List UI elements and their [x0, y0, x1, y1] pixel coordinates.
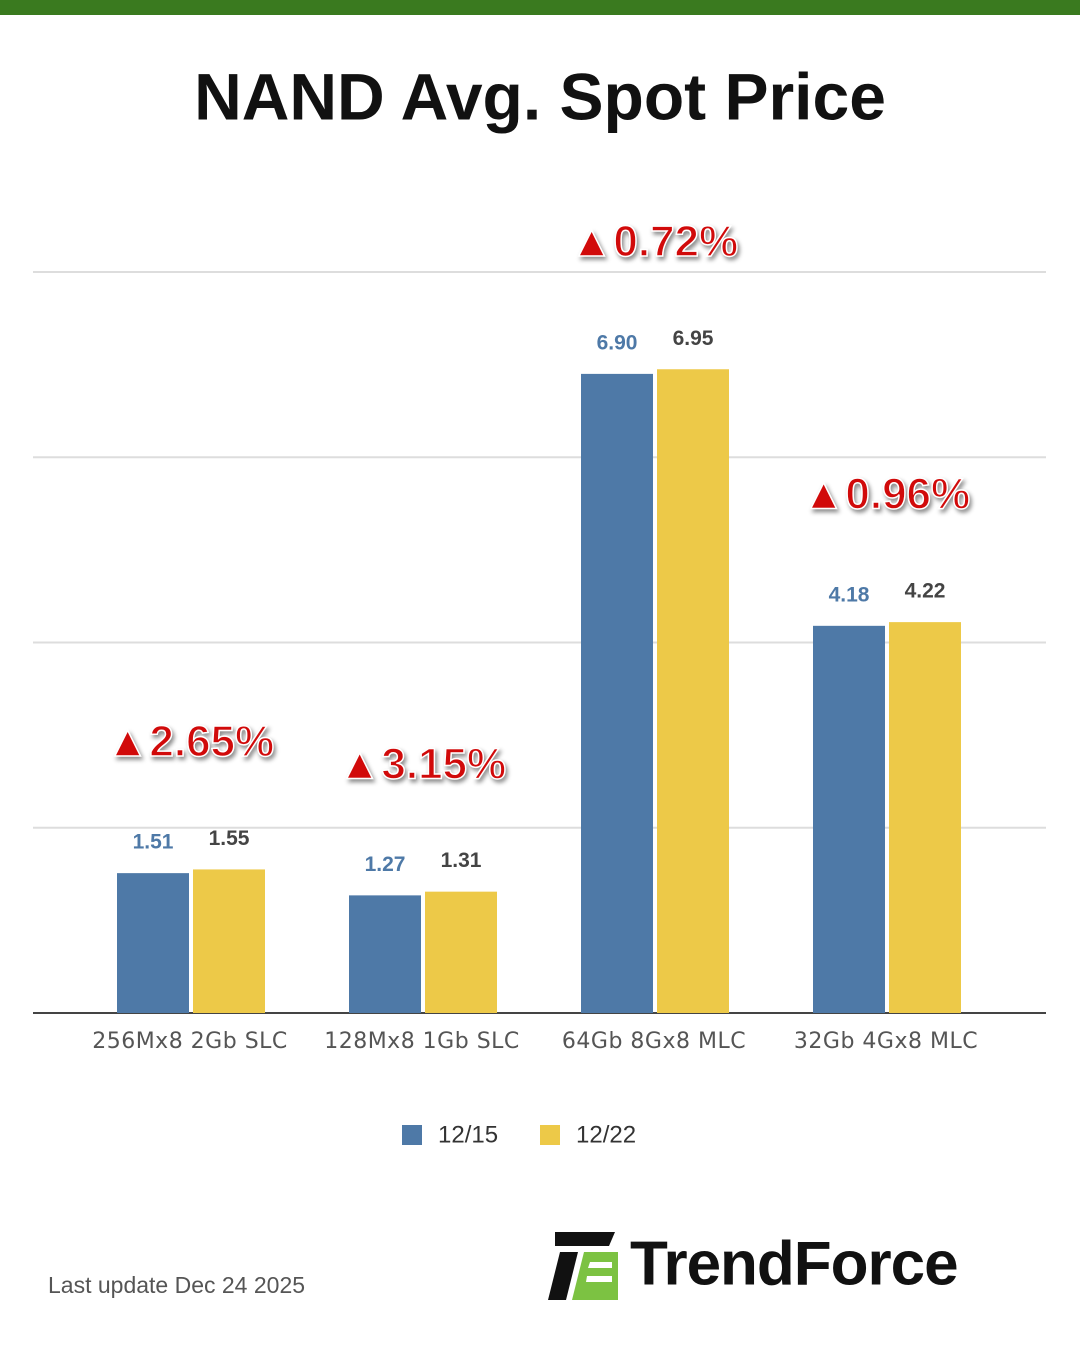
legend-label: 12/22 [576, 1121, 636, 1148]
x-tick-label: 128Mx8 1Gb SLC [324, 1029, 520, 1054]
data-label: 1.31 [441, 849, 482, 872]
x-tick-label: 256Mx8 2Gb SLC [92, 1029, 288, 1054]
data-label: 4.22 [905, 580, 946, 603]
chart-title: NAND Avg. Spot Price [194, 59, 886, 133]
annotation: ▲3.15% [338, 739, 506, 788]
brand-logo: TrendForce [548, 1229, 959, 1300]
top-bar [0, 0, 1080, 15]
data-label: 1.55 [209, 827, 250, 850]
bar [193, 869, 265, 1013]
legend-label: 12/15 [438, 1121, 498, 1148]
data-label: 4.18 [829, 583, 870, 606]
bar [117, 873, 189, 1013]
bar [657, 369, 729, 1014]
data-label: 1.27 [365, 853, 406, 876]
bar [581, 373, 653, 1013]
bar [813, 625, 885, 1013]
brand-name: TrendForce [630, 1229, 958, 1298]
x-tick-label: 32Gb 4Gx8 MLC [793, 1029, 979, 1054]
annotation: ▲0.72% [570, 217, 738, 266]
data-label: 1.51 [133, 831, 174, 854]
data-label: 6.90 [597, 331, 638, 354]
bar [889, 622, 961, 1013]
x-tick-label: 64Gb 8Gx8 MLC [561, 1029, 747, 1054]
legend-swatch [402, 1125, 422, 1145]
annotation: ▲2.65% [106, 717, 274, 766]
legend-swatch [540, 1125, 560, 1145]
data-label: 6.95 [673, 327, 714, 350]
bar [425, 891, 497, 1013]
bar [349, 895, 421, 1013]
annotation: ▲0.96% [802, 470, 970, 519]
footer: Last update Dec 24 2025 [48, 1272, 305, 1298]
